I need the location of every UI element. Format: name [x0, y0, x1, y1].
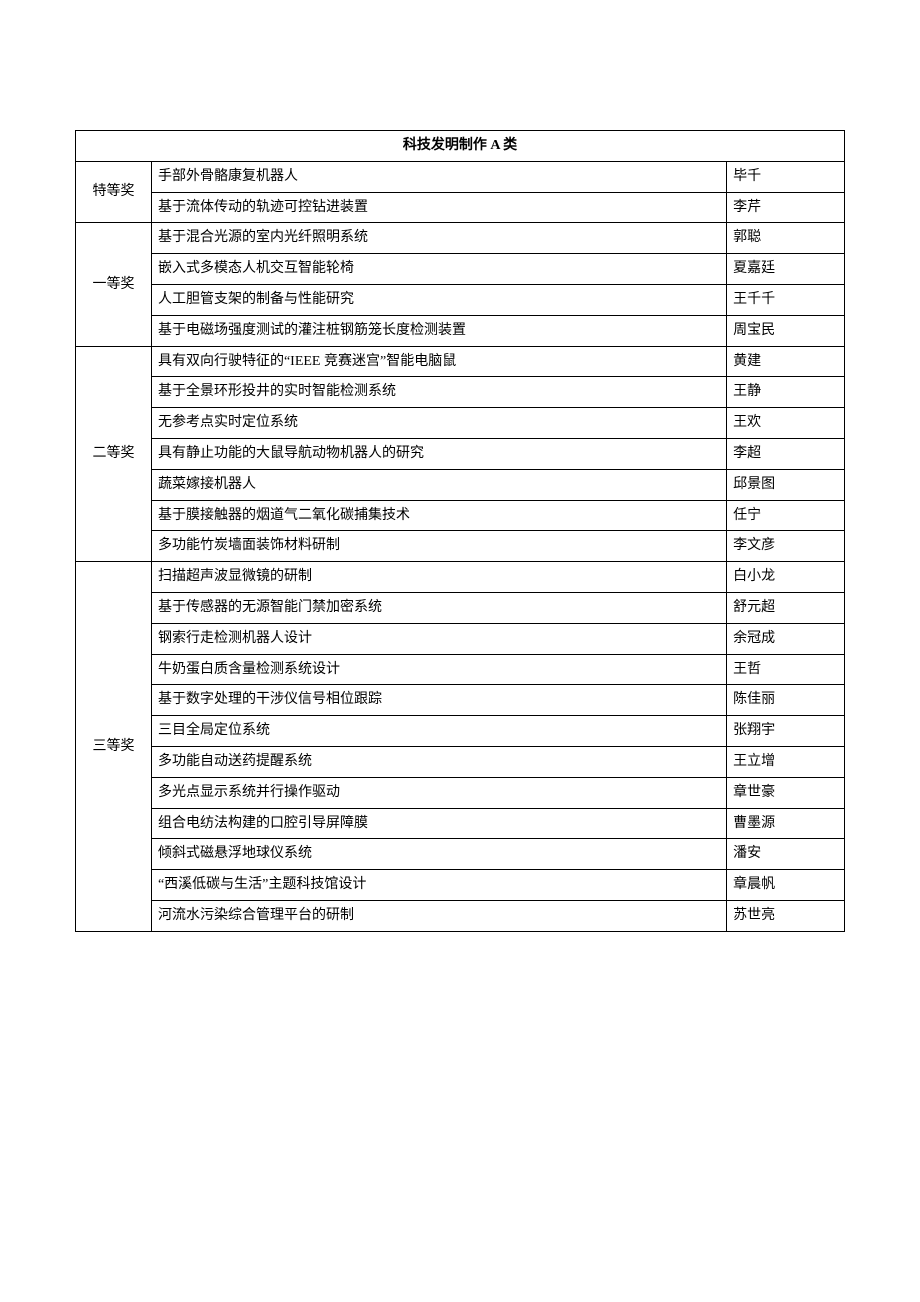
project-cell: 倾斜式磁悬浮地球仪系统 [151, 839, 726, 870]
table-row: 基于电磁场强度测试的灌注桩钢筋笼长度检测装置周宝民 [76, 315, 845, 346]
award-cell: 一等奖 [76, 223, 152, 346]
author-cell: 李超 [727, 438, 845, 469]
author-cell: 郭聪 [727, 223, 845, 254]
table-row: 无参考点实时定位系统王欢 [76, 408, 845, 439]
project-cell: 三目全局定位系统 [151, 716, 726, 747]
table-row: 基于流体传动的轨迹可控钻进装置李芹 [76, 192, 845, 223]
author-cell: 章世豪 [727, 777, 845, 808]
project-cell: 基于膜接触器的烟道气二氧化碳捕集技术 [151, 500, 726, 531]
author-cell: 周宝民 [727, 315, 845, 346]
project-cell: 多功能竹炭墙面装饰材料研制 [151, 531, 726, 562]
table-row: 基于全景环形投井的实时智能检测系统王静 [76, 377, 845, 408]
author-cell: 舒元超 [727, 592, 845, 623]
table-row: 具有静止功能的大鼠导航动物机器人的研究李超 [76, 438, 845, 469]
author-cell: 夏嘉廷 [727, 254, 845, 285]
table-row: 牛奶蛋白质含量检测系统设计王哲 [76, 654, 845, 685]
project-cell: 具有双向行驶特征的“IEEE 竞赛迷宫”智能电脑鼠 [151, 346, 726, 377]
author-cell: 潘安 [727, 839, 845, 870]
project-cell: 人工胆管支架的制备与性能研究 [151, 284, 726, 315]
project-cell: 牛奶蛋白质含量检测系统设计 [151, 654, 726, 685]
project-cell: 基于电磁场强度测试的灌注桩钢筋笼长度检测装置 [151, 315, 726, 346]
author-cell: 王千千 [727, 284, 845, 315]
table-row: 一等奖基于混合光源的室内光纤照明系统郭聪 [76, 223, 845, 254]
author-cell: 余冠成 [727, 623, 845, 654]
project-cell: 多功能自动送药提醒系统 [151, 746, 726, 777]
project-cell: 多光点显示系统并行操作驱动 [151, 777, 726, 808]
project-cell: 基于混合光源的室内光纤照明系统 [151, 223, 726, 254]
author-cell: 毕千 [727, 161, 845, 192]
table-row: 多光点显示系统并行操作驱动章世豪 [76, 777, 845, 808]
project-cell: 组合电纺法构建的口腔引导屏障膜 [151, 808, 726, 839]
table-row: 多功能竹炭墙面装饰材料研制李文彦 [76, 531, 845, 562]
project-cell: 基于流体传动的轨迹可控钻进装置 [151, 192, 726, 223]
table-row: 倾斜式磁悬浮地球仪系统潘安 [76, 839, 845, 870]
author-cell: 张翔宇 [727, 716, 845, 747]
author-cell: 苏世亮 [727, 900, 845, 931]
author-cell: 黄建 [727, 346, 845, 377]
author-cell: 李文彦 [727, 531, 845, 562]
table-row: 二等奖具有双向行驶特征的“IEEE 竞赛迷宫”智能电脑鼠黄建 [76, 346, 845, 377]
author-cell: 任宁 [727, 500, 845, 531]
author-cell: 王欢 [727, 408, 845, 439]
author-cell: 邱景图 [727, 469, 845, 500]
project-cell: 河流水污染综合管理平台的研制 [151, 900, 726, 931]
author-cell: 王哲 [727, 654, 845, 685]
table-row: 河流水污染综合管理平台的研制苏世亮 [76, 900, 845, 931]
project-cell: “西溪低碳与生活”主题科技馆设计 [151, 870, 726, 901]
project-cell: 手部外骨骼康复机器人 [151, 161, 726, 192]
table-row: 三目全局定位系统张翔宇 [76, 716, 845, 747]
table-row: 嵌入式多模态人机交互智能轮椅夏嘉廷 [76, 254, 845, 285]
project-cell: 蔬菜嫁接机器人 [151, 469, 726, 500]
table-row: 蔬菜嫁接机器人邱景图 [76, 469, 845, 500]
project-cell: 基于传感器的无源智能门禁加密系统 [151, 592, 726, 623]
project-cell: 钢索行走检测机器人设计 [151, 623, 726, 654]
table-row: 多功能自动送药提醒系统王立增 [76, 746, 845, 777]
table-row: “西溪低碳与生活”主题科技馆设计章晨帆 [76, 870, 845, 901]
author-cell: 王静 [727, 377, 845, 408]
table-row: 钢索行走检测机器人设计余冠成 [76, 623, 845, 654]
table-row: 特等奖手部外骨骼康复机器人毕千 [76, 161, 845, 192]
author-cell: 白小龙 [727, 562, 845, 593]
project-cell: 基于全景环形投井的实时智能检测系统 [151, 377, 726, 408]
author-cell: 曹墨源 [727, 808, 845, 839]
award-cell: 三等奖 [76, 562, 152, 932]
table-row: 基于膜接触器的烟道气二氧化碳捕集技术任宁 [76, 500, 845, 531]
table-row: 基于数字处理的干涉仪信号相位跟踪陈佳丽 [76, 685, 845, 716]
award-cell: 二等奖 [76, 346, 152, 562]
author-cell: 李芹 [727, 192, 845, 223]
award-cell: 特等奖 [76, 161, 152, 223]
project-cell: 具有静止功能的大鼠导航动物机器人的研究 [151, 438, 726, 469]
table-row: 组合电纺法构建的口腔引导屏障膜曹墨源 [76, 808, 845, 839]
table-title: 科技发明制作 A 类 [76, 131, 845, 162]
table-row: 三等奖扫描超声波显微镜的研制白小龙 [76, 562, 845, 593]
author-cell: 王立增 [727, 746, 845, 777]
project-cell: 无参考点实时定位系统 [151, 408, 726, 439]
awards-table: 科技发明制作 A 类特等奖手部外骨骼康复机器人毕千基于流体传动的轨迹可控钻进装置… [75, 130, 845, 932]
project-cell: 嵌入式多模态人机交互智能轮椅 [151, 254, 726, 285]
author-cell: 陈佳丽 [727, 685, 845, 716]
project-cell: 基于数字处理的干涉仪信号相位跟踪 [151, 685, 726, 716]
table-row: 基于传感器的无源智能门禁加密系统舒元超 [76, 592, 845, 623]
table-row: 人工胆管支架的制备与性能研究王千千 [76, 284, 845, 315]
project-cell: 扫描超声波显微镜的研制 [151, 562, 726, 593]
author-cell: 章晨帆 [727, 870, 845, 901]
